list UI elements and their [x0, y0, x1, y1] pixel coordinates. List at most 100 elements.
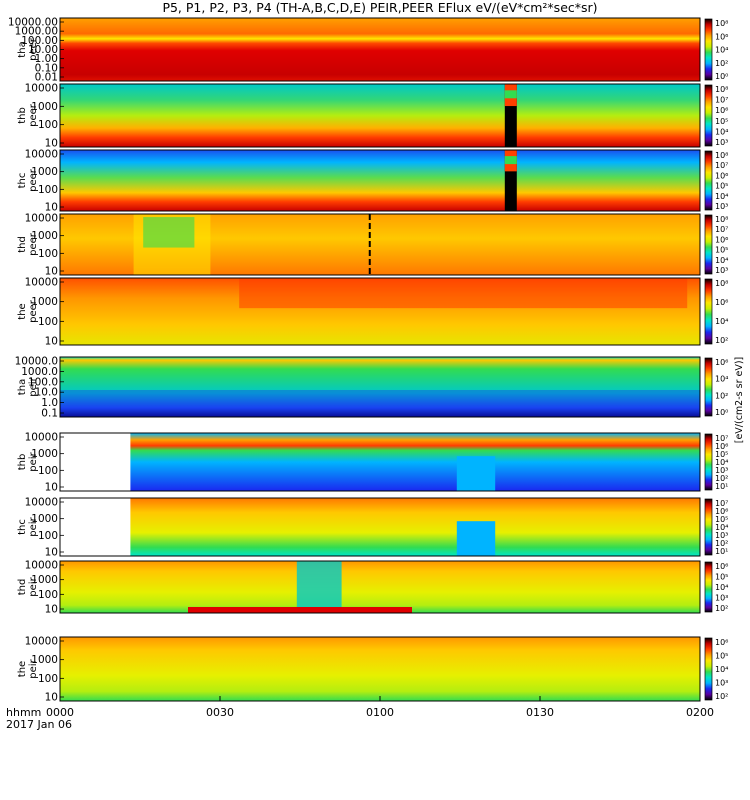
- colorbar-tick-label: 10⁸: [715, 279, 728, 288]
- colorbar-tick-label: 10⁶: [715, 235, 728, 244]
- y-tick-label: 1000: [31, 654, 58, 666]
- y-tick-label: 1.0: [41, 397, 58, 409]
- heatmap-image: [60, 561, 700, 613]
- y-tick-label: 0.10: [35, 62, 58, 74]
- heatmap-image: [60, 18, 700, 81]
- date-label: 2017 Jan 06: [6, 718, 72, 731]
- y-tick-label: 10000: [25, 432, 58, 444]
- y-tick-label: 1000: [31, 166, 58, 178]
- spectrogram-panel-the-peir: thepeir 10000 1000 100 10 10⁶ 10⁵ 10⁴ 10³ 10²: [17, 636, 728, 704]
- colorbar-tick-label: 10⁶: [715, 562, 728, 571]
- colorbar-tick-label: 10⁶: [715, 442, 728, 451]
- y-tick-label: 10: [45, 692, 58, 704]
- colorbar-tick-label: 10⁶: [715, 358, 728, 367]
- colorbar: [704, 637, 713, 701]
- colorbar: [704, 278, 713, 345]
- y-tick-label: 1000.00: [15, 26, 58, 38]
- colorbar-tick-label: 10⁸: [715, 215, 728, 224]
- y-tick-label: 1000: [31, 448, 58, 460]
- y-tick-label: 100: [38, 316, 58, 328]
- panel-frame: [59, 149, 701, 212]
- y-tick-label: 0.01: [35, 72, 58, 84]
- spectrogram-panel-thb-peir: thbpeir 10000 1000 100 10 10⁷10⁶10⁵10⁴10³10²1…: [17, 432, 728, 494]
- y-tick-label: 100: [38, 673, 58, 685]
- spectrogram-panel-the-peer: thepeer 10000 1000 100 10 10⁸ 10⁶ 10⁴ 10²: [17, 277, 728, 348]
- colorbar-tick-label: 10⁵: [715, 117, 728, 126]
- y-tick-label: 10: [45, 604, 58, 616]
- heatmap-image: [60, 357, 700, 417]
- y-tick-label: 100: [38, 530, 58, 542]
- y-tick-label: 100: [38, 184, 58, 196]
- y-tick-label: 10000.00: [8, 17, 58, 29]
- y-axis-label: thdpeir: [17, 576, 39, 596]
- colorbar-tick-label: 10⁶: [715, 298, 728, 307]
- colorbar-tick-label: 10³: [715, 531, 728, 540]
- colorbar-tick-label: 10⁶: [715, 507, 728, 516]
- y-tick-label: 10: [45, 266, 58, 278]
- y-tick-label: 10000: [25, 560, 58, 572]
- y-tick-label: 1000.0: [21, 366, 58, 378]
- colorbar: [704, 433, 713, 491]
- panel-frame: [59, 560, 701, 614]
- y-tick-label: 0.1: [41, 408, 58, 420]
- heatmap-image: [60, 498, 700, 556]
- colorbar-tick-label: 10⁷: [715, 96, 728, 105]
- y-tick-label: 10000: [25, 149, 58, 161]
- plot-title: P5, P1, P2, P3, P4 (TH-A,B,C,D,E) PEIR,P…: [162, 0, 598, 15]
- y-tick-label: 1000: [31, 513, 58, 525]
- y-axis-label: thapeir: [17, 376, 39, 396]
- y-tick-label: 10: [45, 547, 58, 559]
- colorbar-tick-label: 10⁶: [715, 638, 728, 647]
- y-tick-label: 10000: [25, 636, 58, 648]
- colorbar-tick-label: 10⁴: [715, 458, 728, 467]
- colorbar-tick-label: 10¹: [715, 547, 728, 556]
- y-tick-label: 1000: [31, 296, 58, 308]
- y-axis-label: thcpeir: [17, 516, 39, 536]
- colorbar-tick-label: 10¹: [715, 482, 728, 491]
- y-axis-label: thapeer: [17, 37, 39, 61]
- y-axis-label: thdpeer: [17, 232, 39, 256]
- colorbar-tick-label: 10³: [715, 594, 728, 603]
- panel-frame: [59, 356, 701, 418]
- heatmap-image: [60, 84, 700, 147]
- colorbar-tick-label: 10⁴: [715, 256, 728, 265]
- y-tick-label: 10: [45, 202, 58, 214]
- y-axis-label: thbpeer: [17, 103, 39, 127]
- colorbar-tick-label: 10²: [715, 604, 728, 613]
- y-tick-label: 100: [38, 465, 58, 477]
- y-tick-label: 10: [45, 336, 58, 348]
- colorbar-tick-label: 10²: [715, 474, 728, 483]
- y-tick-label: 10000: [25, 213, 58, 225]
- y-tick-label: 10000: [25, 83, 58, 95]
- y-tick-label: 1000: [31, 574, 58, 586]
- time-axis: [eV/(cm2-s sr eV)] 0000 0030 0100 0130 0200 hh…: [6, 357, 745, 731]
- colorbar-tick-label: 10³: [715, 679, 728, 688]
- colorbar-tick-label: 10⁷: [715, 499, 728, 508]
- spectrogram-panel-tha-peer: thapeer 10000.001000.00100.0010.001.000.1…: [8, 17, 729, 84]
- colorbar-tick-label: 10⁶: [715, 171, 728, 180]
- colorbar-tick-label: 10⁵: [715, 515, 728, 524]
- y-tick-label: 10: [45, 482, 58, 494]
- colorbar-unit-label: [eV/(cm2-s sr eV)]: [734, 357, 745, 444]
- colorbar: [704, 150, 713, 211]
- colorbar-tick-label: 10²: [715, 59, 728, 68]
- spectrogram-panel-thc-peir: thcpeir 10000 1000 100 10 10⁷10⁶10⁵10⁴10³10²1…: [17, 497, 728, 559]
- colorbar-tick-label: 10⁵: [715, 246, 728, 255]
- colorbar-tick-label: 10³: [715, 466, 728, 475]
- panel-frame: [59, 213, 701, 276]
- colorbar-tick-label: 10⁴: [715, 127, 728, 136]
- x-tick-label: 0130: [526, 706, 554, 719]
- y-tick-label: 1000: [31, 101, 58, 113]
- colorbar-tick-label: 10⁰: [715, 408, 728, 417]
- colorbar-tick-label: 10⁷: [715, 225, 728, 234]
- colorbar-tick-label: 10⁴: [715, 317, 728, 326]
- colorbar-tick-label: 10⁵: [715, 182, 728, 191]
- y-axis-label: thepeer: [17, 299, 39, 323]
- x-tick-label: 0030: [206, 706, 234, 719]
- panels: thapeer10000.001000.00100.0010.001.000.1…: [8, 17, 729, 704]
